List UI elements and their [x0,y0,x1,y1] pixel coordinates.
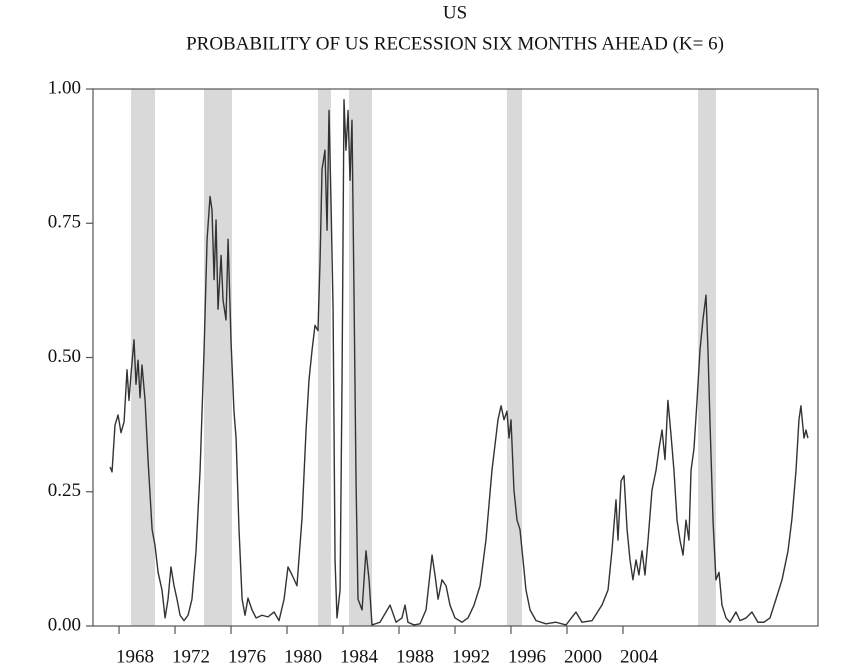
shaded-period [349,89,372,626]
shaded-period [204,89,233,626]
x-tick-label: 1980 [284,646,322,667]
x-tick-label: 1988 [396,646,434,667]
x-tick-label: 1976 [228,646,266,667]
probability-line [109,99,809,626]
y-tick-label: 0.50 [48,346,81,367]
x-tick-label: 1992 [452,646,490,667]
x-tick-label: 2004 [620,646,659,667]
y-tick-label: 0.00 [48,614,81,635]
x-tick-label: 1984 [340,646,379,667]
x-tick-label: 2000 [564,646,602,667]
y-tick-label: 1.00 [48,77,81,98]
shaded-period [317,89,331,626]
x-tick-label: 1996 [508,646,546,667]
shaded-period [506,89,523,626]
chart-title: US [443,2,467,23]
x-tick-label: 1972 [172,646,210,667]
shaded-period [698,89,716,626]
y-tick-label: 0.25 [48,480,81,501]
x-tick-label: 1968 [116,646,154,667]
shaded-period [131,89,156,626]
y-tick-label: 0.75 [48,212,81,233]
chart-subtitle: PROBABILITY OF US RECESSION SIX MONTHS A… [186,33,724,54]
